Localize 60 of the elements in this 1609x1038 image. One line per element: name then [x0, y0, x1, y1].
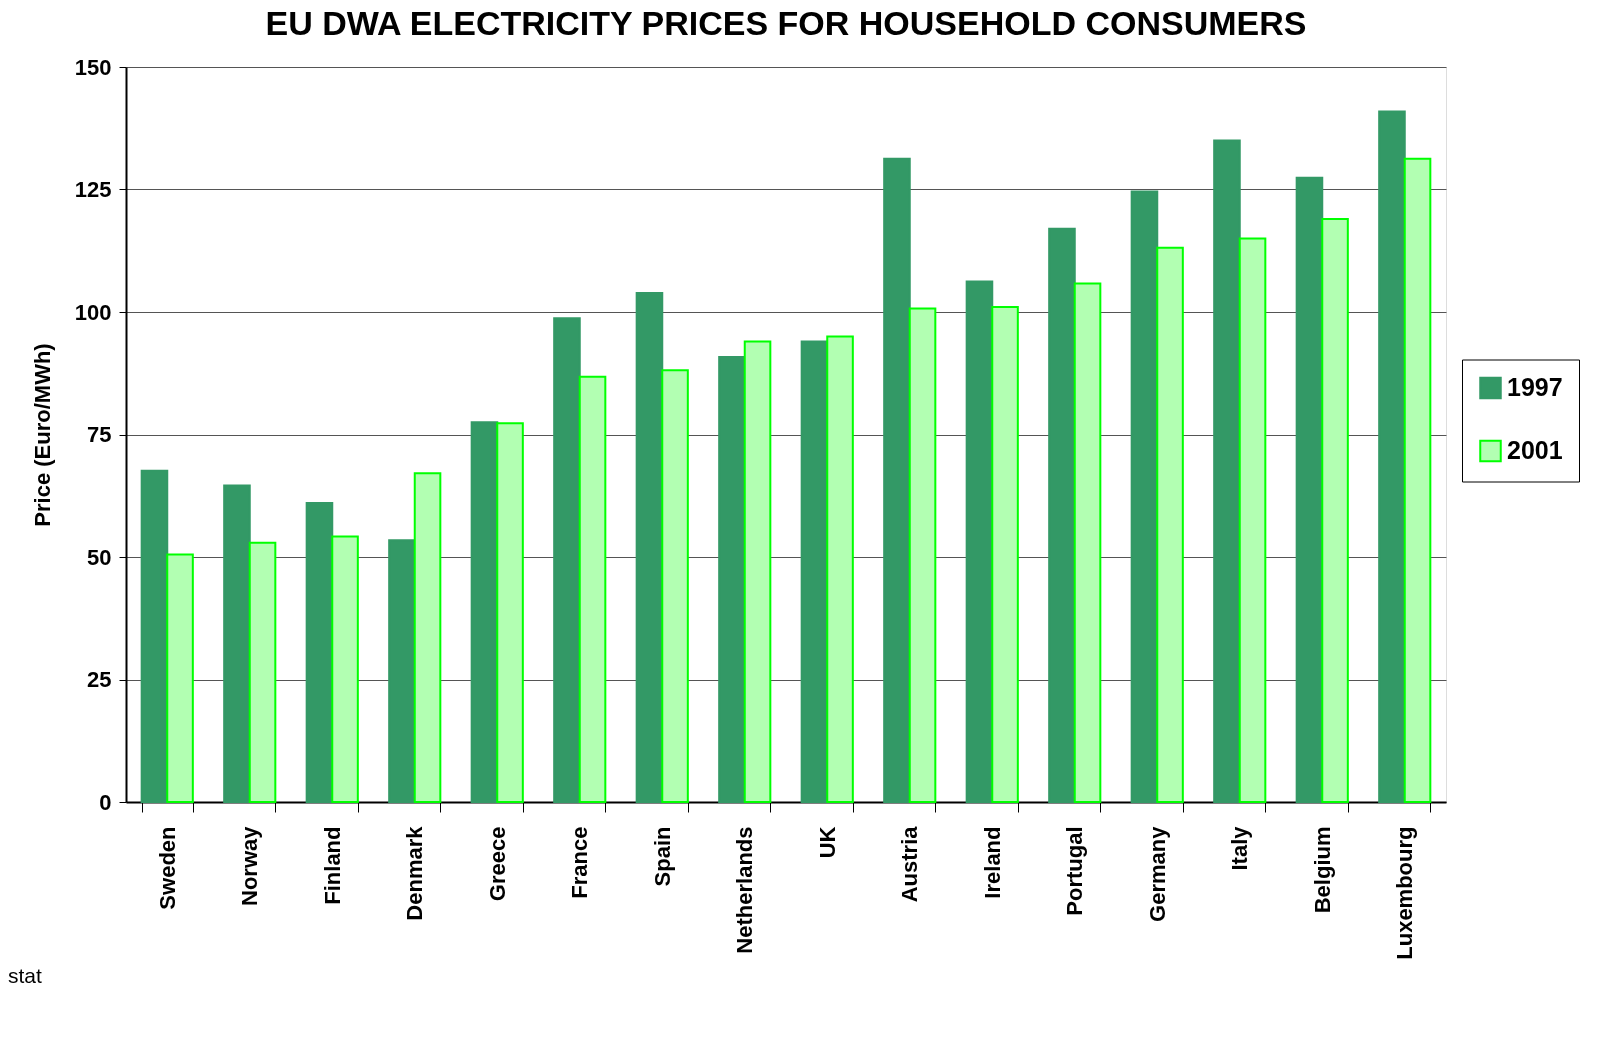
- y-tick-label: 50: [87, 544, 112, 570]
- bar: [305, 502, 334, 803]
- x-tick-label: UK: [814, 826, 840, 859]
- x-tick-label: Austria: [897, 825, 923, 903]
- x-tick-label: Italy: [1227, 825, 1253, 871]
- bar: [553, 317, 581, 803]
- bar: [388, 539, 416, 803]
- x-tick-label: Portugal: [1062, 826, 1088, 916]
- bar: [1403, 157, 1432, 803]
- bar: [1295, 176, 1324, 803]
- bar: [661, 369, 689, 803]
- y-tick-label: 25: [87, 667, 112, 692]
- x-tick-label: Netherlands: [732, 826, 758, 954]
- bar: [1321, 217, 1349, 803]
- x-tick-label: Luxembourg: [1392, 826, 1418, 960]
- bar: [718, 356, 746, 803]
- bar: [800, 340, 829, 803]
- x-tick-label: Spain: [649, 826, 675, 887]
- bar: [965, 280, 994, 803]
- bar: [908, 307, 937, 803]
- y-tick-label: 75: [87, 422, 112, 447]
- bar: [413, 472, 442, 803]
- x-tick-label: Germany: [1144, 825, 1170, 922]
- legend-label: 1997: [1507, 373, 1563, 401]
- bar: [496, 422, 524, 803]
- legend-label: 2001: [1507, 436, 1563, 464]
- bar: [140, 469, 169, 803]
- x-tick-label: Norway: [237, 825, 263, 906]
- x-tick-label: Greece: [484, 826, 510, 902]
- x-tick-label: Sweden: [154, 826, 180, 910]
- bar: [826, 335, 854, 803]
- bar: [1048, 227, 1076, 803]
- bar: [1073, 282, 1102, 803]
- bar: [635, 291, 664, 803]
- chart-title: EU DWA ELECTRICITY PRICES FOR HOUSEHOLD CONSUMERS: [265, 4, 1307, 42]
- y-tick-label: 150: [74, 54, 112, 80]
- bar: [1213, 139, 1241, 803]
- x-tick-label: Belgium: [1309, 826, 1335, 914]
- bar: [223, 484, 251, 803]
- bar: [1378, 110, 1406, 803]
- bar: [991, 306, 1019, 803]
- x-tick-label: France: [567, 826, 593, 899]
- x-tick-label: Denmark: [402, 825, 428, 921]
- y-tick-label: 125: [74, 177, 112, 202]
- bar: [743, 340, 772, 803]
- x-tick-label: Finland: [319, 826, 345, 905]
- bar: [1238, 237, 1267, 803]
- y-tick-label: 100: [74, 299, 112, 325]
- bar: [1130, 190, 1159, 803]
- y-tick-label: 0: [99, 789, 112, 815]
- bar: [1156, 246, 1184, 803]
- text: stat: [8, 964, 43, 987]
- bar: [470, 421, 499, 803]
- bar: [331, 535, 359, 803]
- bar: [248, 541, 277, 803]
- bar: [883, 157, 911, 803]
- bar: [578, 375, 607, 803]
- x-tick-label: Ireland: [979, 826, 1005, 899]
- y-axis-title: Price (Euro/MWh): [29, 343, 55, 527]
- bar: [166, 553, 194, 803]
